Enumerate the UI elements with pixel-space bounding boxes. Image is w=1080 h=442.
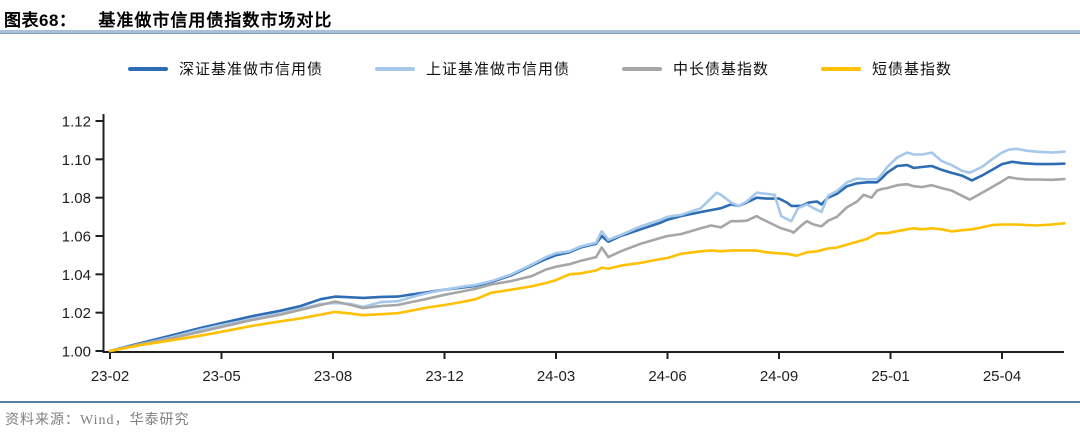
title-divider-rule <box>0 30 1080 34</box>
legend-label: 中长债基指数 <box>673 61 770 78</box>
y-axis-tick-label: 1.08 <box>62 190 91 207</box>
y-axis-tick-label: 1.04 <box>62 267 91 284</box>
x-axis-tick-label: 24-09 <box>760 368 798 385</box>
legend-item-shenzhen-benchmark-credit: 深证基准做市信用债 <box>127 58 323 79</box>
y-axis-tick-label: 1.06 <box>62 228 91 245</box>
footer-divider-rule <box>0 401 1080 403</box>
x-axis-tick-label: 25-01 <box>871 368 909 385</box>
source-text: 资料来源：Wind，华泰研究 <box>5 413 190 428</box>
x-axis-tick-label: 23-12 <box>425 368 463 385</box>
legend-item-shanghai-benchmark-credit: 上证基准做市信用债 <box>374 58 570 79</box>
y-axis-tick-label: 1.00 <box>62 344 91 361</box>
source-row: 资料来源：Wind，华泰研究 <box>5 409 1075 429</box>
series-line-shanghai-benchmark-credit <box>108 147 1066 353</box>
legend-swatch-medium-long-bond-fund-index <box>622 66 662 71</box>
legend-label: 深证基准做市信用债 <box>178 61 323 78</box>
figure-title: 基准做市信用债指数市场对比 <box>98 11 333 30</box>
series-line-short-bond-fund-index <box>108 222 1066 353</box>
y-axis-tick-label: 1.10 <box>62 152 91 169</box>
legend-item-short-bond-fund-index: 短债基指数 <box>821 58 952 79</box>
legend-swatch-shanghai-benchmark-credit <box>374 66 415 71</box>
y-axis-tick-label: 1.02 <box>62 305 91 322</box>
figure-header: 图表68： 基准做市信用债指数市场对比 <box>4 6 1076 31</box>
chart-legend: 深证基准做市信用债 上证基准做市信用债 中长债基指数 短债基指数 <box>0 58 1080 79</box>
legend-swatch-shenzhen-benchmark-credit <box>127 66 168 71</box>
x-axis-tick-label: 23-02 <box>91 368 129 385</box>
x-axis-tick-label: 23-08 <box>314 368 352 385</box>
x-axis-tick-label: 25-04 <box>983 368 1021 385</box>
x-axis-tick-label: 24-06 <box>648 368 686 385</box>
figure-number-label: 图表68： <box>4 11 77 30</box>
x-axis-tick-label: 24-03 <box>537 368 575 385</box>
series-line-shenzhen-benchmark-credit <box>108 160 1066 353</box>
legend-item-medium-long-bond-fund-index: 中长债基指数 <box>622 58 769 79</box>
x-axis-tick-label: 23-05 <box>202 368 240 385</box>
legend-label: 短债基指数 <box>872 61 953 78</box>
legend-swatch-short-bond-fund-index <box>821 66 862 71</box>
legend-label: 上证基准做市信用债 <box>425 61 570 78</box>
series-line-medium-long-bond-fund-index <box>108 175 1066 353</box>
y-axis-tick-label: 1.12 <box>62 113 91 130</box>
